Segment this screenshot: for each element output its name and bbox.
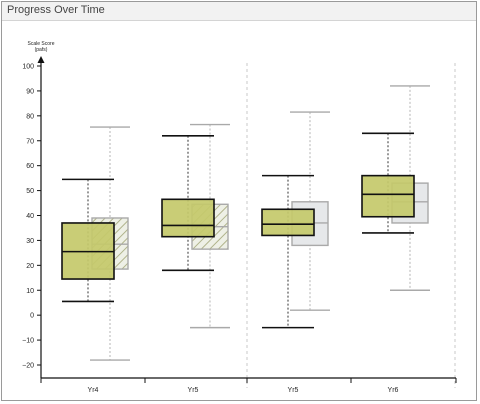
iqr-box [161, 198, 215, 238]
primary-box-2 [161, 134, 215, 272]
y-axis-arrowhead [37, 56, 45, 63]
y-tick-label: 0 [30, 313, 34, 320]
y-tick-label: 70 [26, 138, 34, 145]
group-dividers [246, 63, 456, 388]
primary-box-1 [61, 178, 115, 303]
y-tick-label: 100 [22, 64, 34, 71]
y-tick-label: 30 [26, 238, 34, 245]
y-tick-label: 10 [26, 288, 34, 295]
y-tick-label: 90 [26, 88, 34, 95]
y-tick-label: 40 [26, 213, 34, 220]
x-tick-label: Yr4 [88, 387, 99, 394]
box-series [61, 85, 430, 361]
x-tick-label: Yr5 [288, 387, 299, 394]
x-axis: Yr4 Yr5 Yr5 Yr6 [40, 377, 457, 394]
x-tick-label: Yr5 [188, 387, 199, 394]
y-tick-label: 20 [26, 263, 34, 270]
primary-box-3 [261, 174, 315, 329]
iqr-box [361, 174, 415, 218]
y-axis-title-line-1: Scale Score [28, 41, 55, 47]
y-tick-label: 80 [26, 113, 34, 120]
panel-title: Progress Over Time [7, 4, 105, 16]
y-axis: Scale Score (pafs) −20 −10 0 10 20 30 40 50 60 70… [22, 41, 55, 378]
panel-header: Progress Over Time [2, 2, 476, 21]
y-tick-label: 60 [26, 163, 34, 170]
y-tick-label: −10 [22, 338, 34, 345]
iqr-box [261, 208, 315, 237]
y-tick-label: −20 [22, 363, 34, 370]
y-axis-title-line-2: (pafs) [35, 47, 48, 53]
y-tick-label: 50 [26, 188, 34, 195]
x-tick-label: Yr6 [388, 387, 399, 394]
primary-box-4 [361, 132, 415, 234]
